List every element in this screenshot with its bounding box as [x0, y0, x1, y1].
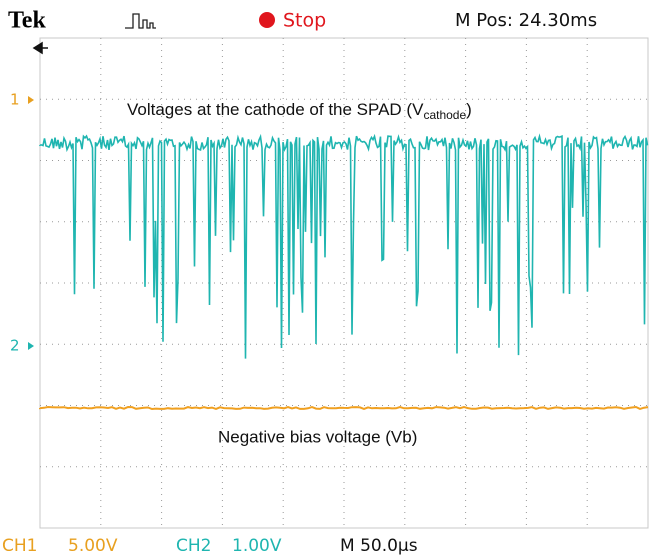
ch2-name: CH2 [176, 536, 211, 556]
graticule [40, 38, 648, 528]
cathode-text: Voltages at the cathode of the SPAD (V [127, 100, 424, 119]
stop-indicator [259, 12, 275, 28]
ch1-arrow [28, 96, 34, 104]
bias-label: Negative bias voltage (Vb) [218, 427, 417, 446]
trigger-icon [125, 13, 156, 29]
ch2-scale: 1.00V [232, 536, 282, 556]
brand: Tek [8, 8, 46, 34]
ch1-scale: 5.00V [68, 536, 118, 556]
cathode-close: ) [466, 100, 472, 119]
ch2-arrow [28, 342, 34, 350]
ch1-marker: 1 [10, 91, 20, 109]
ch1-name: CH1 [2, 536, 37, 556]
cathode-label: Voltages at the cathode of the SPAD (Vca… [127, 100, 472, 122]
horizontal-position: M Pos: 24.30ms [455, 10, 597, 31]
trigger-position-marker [32, 41, 48, 55]
ch2-trace [39, 133, 649, 359]
cathode-subscript: cathode [423, 108, 466, 122]
timebase: M 50.0µs [340, 536, 418, 556]
ch2-marker: 2 [10, 337, 20, 355]
ch1-trace [39, 405, 649, 411]
acquisition-state: Stop [283, 10, 326, 32]
